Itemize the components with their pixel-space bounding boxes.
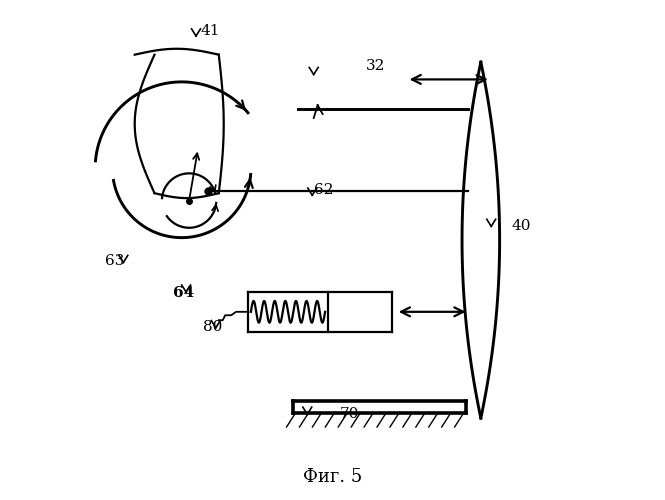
Text: 70: 70 [340,407,359,421]
Text: 32: 32 [366,59,386,73]
Text: 63: 63 [105,254,124,268]
Text: Фиг. 5: Фиг. 5 [303,468,362,486]
Text: 64: 64 [174,286,195,300]
Text: 40: 40 [511,220,531,234]
Text: 41: 41 [200,24,220,38]
Text: 80: 80 [203,320,222,334]
Text: 62: 62 [314,182,334,196]
